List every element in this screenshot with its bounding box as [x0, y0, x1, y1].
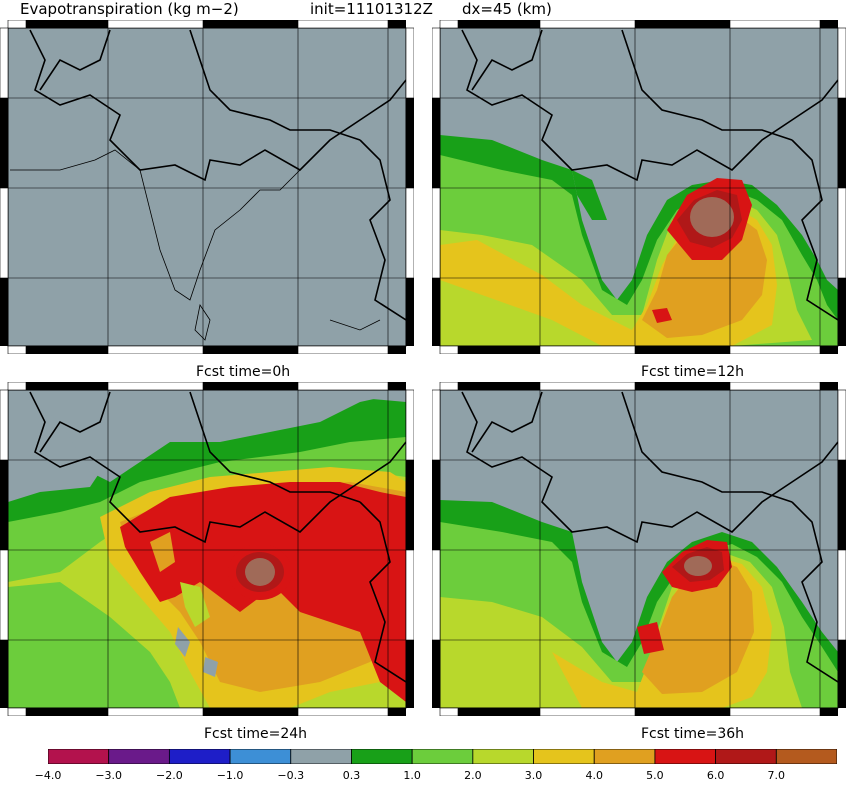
colorbar-swatch [654, 749, 717, 764]
map-panel-0h [0, 20, 414, 354]
land-field [8, 28, 406, 346]
map-frame [0, 20, 414, 354]
colorbar-swatch [229, 749, 292, 764]
evapotranspiration-field-24h [8, 390, 406, 708]
coastlines-borders-12h [461, 29, 838, 321]
colorbar-ticks: −4.0 −3.0 −2.0 −1.0 −0.3 0.3 1.0 2.0 3.0 4.0 5.0 6.… [35, 769, 837, 784]
colorbar-tick-label: 0.3 [342, 769, 361, 782]
colorbar-swatch [108, 749, 170, 764]
init-time: init=11101312Z [310, 0, 433, 18]
grid-spacing: dx=45 (km) [462, 0, 552, 18]
colorbar-tick-label: −0.3 [277, 769, 305, 782]
map-panel-12h [432, 20, 846, 354]
coastlines-borders-36h [461, 391, 838, 683]
colorbar-swatch [533, 749, 595, 764]
panel-caption-12h: Fcst time=12h [641, 364, 745, 380]
colorbar-swatch [411, 749, 474, 764]
colorbar-tick-label: 4.0 [585, 769, 603, 782]
coastlines-borders [10, 29, 406, 341]
coastlines-borders-24h [29, 391, 406, 683]
colorbar-tick-label: 5.0 [646, 769, 664, 782]
graticule [8, 28, 406, 346]
evapotranspiration-field-12h [440, 135, 838, 346]
colorbar-swatch [168, 749, 231, 764]
panel-caption-0h: Fcst time=0h [196, 364, 291, 380]
colorbar-tick-label: 3.0 [524, 769, 543, 782]
colorbar-swatch [351, 749, 413, 764]
colorbar-swatches [48, 749, 837, 764]
colorbar-swatch [48, 749, 110, 764]
colorbar [48, 749, 837, 764]
colorbar-tick-label: 7.0 [767, 769, 786, 782]
plot-title: Evapotranspiration (kg m−2) [20, 0, 239, 18]
colorbar-tick-label: 1.0 [403, 769, 421, 782]
map-panel-24h [0, 382, 414, 716]
panel-caption-36h: Fcst time=36h [641, 726, 745, 742]
colorbar-swatch [775, 749, 837, 764]
colorbar-swatch [472, 749, 534, 764]
colorbar-tick-label: 2.0 [464, 769, 482, 782]
colorbar-swatch [593, 749, 656, 764]
panel-caption-24h: Fcst time=24h [204, 726, 308, 742]
colorbar-tick-label: −1.0 [216, 769, 244, 782]
colorbar-tick-label: −4.0 [34, 769, 62, 782]
colorbar-tick-label: 6.0 [706, 769, 725, 782]
map-panel-36h [432, 382, 846, 716]
colorbar-tick-label: −2.0 [156, 769, 183, 782]
evapotranspiration-field-36h [440, 500, 838, 708]
colorbar-swatch [715, 749, 777, 764]
colorbar-tick-label: −3.0 [95, 769, 123, 782]
colorbar-swatch [290, 749, 352, 764]
